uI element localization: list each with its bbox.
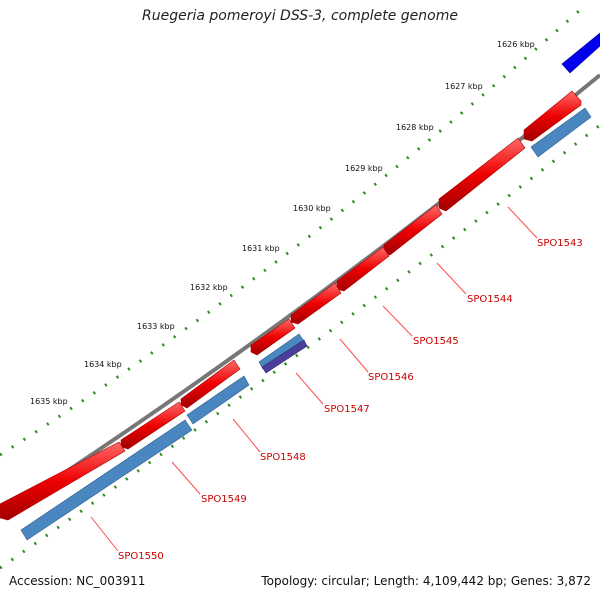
- gene-callout-lines: [90, 206, 538, 552]
- tick-label: 1634 kbp: [84, 360, 122, 369]
- rna-gene[interactable]: [261, 339, 308, 374]
- tick-label: 1630 kbp: [293, 204, 331, 213]
- forward-gene[interactable]: [336, 246, 390, 292]
- callout-line: [90, 516, 119, 552]
- gene-label[interactable]: SPO1549: [201, 494, 247, 505]
- forward-gene[interactable]: [0, 441, 126, 521]
- forward-gene[interactable]: [523, 90, 582, 142]
- callout-line: [171, 461, 201, 495]
- callout-line: [339, 338, 369, 373]
- forward-gene[interactable]: [290, 282, 342, 325]
- tick-label: 1632 kbp: [190, 283, 228, 292]
- gene-label[interactable]: SPO1548: [260, 452, 306, 463]
- map-title: Ruegeria pomeroyi DSS-3, complete genome: [142, 8, 458, 24]
- tick-label: 1633 kbp: [137, 322, 175, 331]
- reverse-gene[interactable]: [186, 375, 250, 425]
- tick-label: 1626 kbp: [497, 40, 535, 49]
- accession-text: Accession: NC_003911: [9, 574, 146, 588]
- forward-gene[interactable]: [438, 137, 526, 212]
- tick-label: 1631 kbp: [242, 244, 280, 253]
- gene-label[interactable]: SPO1543: [537, 238, 583, 249]
- tick-label: 1629 kbp: [345, 164, 383, 173]
- callout-line: [232, 418, 261, 453]
- gene-labels: SPO1543 SPO1544 SPO1545 SPO1546 SPO1547 …: [118, 238, 583, 562]
- forward-strand-genes: [0, 90, 582, 521]
- reverse-gene[interactable]: [20, 419, 193, 541]
- forward-gene[interactable]: [250, 318, 296, 356]
- tick-label: 1627 kbp: [445, 82, 483, 91]
- callout-line: [507, 206, 538, 239]
- callout-line: [295, 372, 324, 405]
- callout-line: [436, 262, 467, 295]
- callout-line: [382, 305, 413, 337]
- tick-label: 1628 kbp: [396, 123, 434, 132]
- highlight-gene[interactable]: [561, 32, 600, 74]
- gene-label[interactable]: SPO1550: [118, 551, 164, 562]
- reverse-strand-genes: [20, 32, 600, 541]
- forward-gene[interactable]: [383, 204, 443, 256]
- gene-label[interactable]: SPO1547: [324, 404, 370, 415]
- genome-summary-text: Topology: circular; Length: 4,109,442 bp…: [261, 574, 591, 588]
- gene-label[interactable]: SPO1546: [368, 372, 414, 383]
- gene-label[interactable]: SPO1545: [413, 336, 459, 347]
- gene-label[interactable]: SPO1544: [467, 294, 513, 305]
- reverse-gene[interactable]: [530, 107, 592, 158]
- tick-labels: 1626 kbp 1627 kbp 1628 kbp 1629 kbp 1630…: [30, 40, 535, 406]
- tick-label: 1635 kbp: [30, 397, 68, 406]
- forward-gene[interactable]: [180, 359, 241, 409]
- outer-tick-ring: [0, 8, 582, 457]
